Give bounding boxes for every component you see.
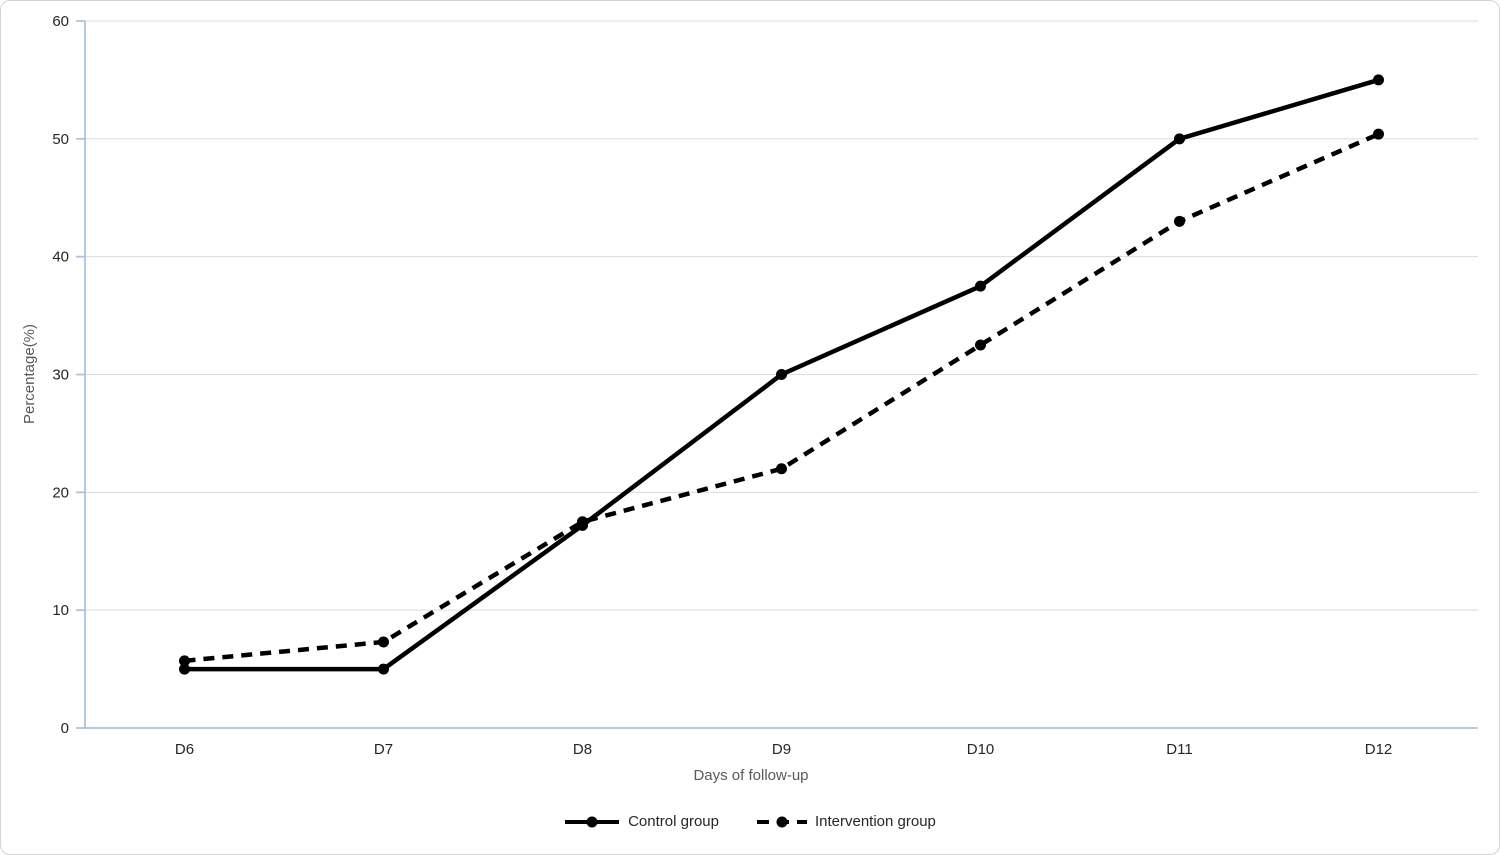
data-point-intervention-group — [577, 516, 588, 528]
x-tick-label: D11 — [1166, 741, 1192, 758]
y-tick-label: 50 — [52, 131, 69, 148]
legend: Control group Intervention group — [1, 813, 1499, 830]
data-point-control-group — [1373, 74, 1384, 86]
data-point-intervention-group — [975, 339, 986, 351]
solid-line-with-marker-icon — [565, 816, 620, 827]
data-point-intervention-group — [776, 463, 787, 475]
x-tick-label: D9 — [772, 741, 791, 758]
x-axis-title: Days of follow-up — [693, 767, 808, 784]
y-tick-label: 0 — [61, 720, 69, 737]
y-axis-title: Percentage(%) — [21, 324, 38, 424]
legend-item-intervention-group: Intervention group — [756, 813, 936, 830]
dashed-line-with-marker-icon — [756, 816, 807, 827]
y-tick-label: 60 — [52, 13, 69, 30]
x-tick-label: D6 — [175, 741, 194, 758]
data-point-intervention-group — [1373, 128, 1384, 140]
data-point-control-group — [776, 369, 787, 380]
y-tick-label: 30 — [52, 367, 69, 384]
data-point-intervention-group — [378, 636, 389, 648]
data-point-intervention-group — [179, 655, 190, 667]
legend-label-control-group: Control group — [628, 813, 719, 830]
x-tick-label: D8 — [573, 741, 592, 758]
x-tick-label: D7 — [374, 741, 393, 758]
legend-label-intervention-group: Intervention group — [814, 813, 936, 830]
legend-item-control-group: Control group — [564, 813, 719, 830]
series-line-intervention-group — [184, 132, 1380, 664]
y-tick-label: 20 — [52, 484, 69, 501]
data-point-control-group — [975, 280, 986, 292]
data-point-intervention-group — [1174, 215, 1185, 227]
y-tick-label: 40 — [52, 249, 69, 266]
x-tick-label: D10 — [967, 741, 995, 758]
data-point-control-group — [378, 663, 389, 675]
y-tick-label: 10 — [52, 602, 69, 619]
x-tick-label: D12 — [1365, 741, 1393, 758]
data-point-control-group — [179, 663, 190, 675]
data-point-control-group — [1174, 133, 1185, 145]
